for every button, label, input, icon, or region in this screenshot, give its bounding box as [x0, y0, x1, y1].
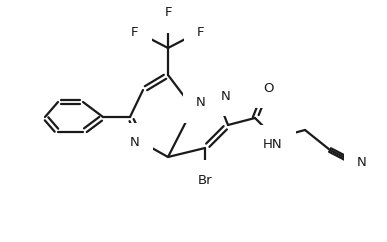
Text: F: F — [131, 25, 139, 38]
Text: F: F — [164, 7, 172, 20]
Text: N: N — [357, 157, 367, 169]
Text: N: N — [196, 97, 206, 109]
Text: O: O — [264, 82, 274, 94]
Text: F: F — [197, 25, 205, 38]
Text: Br: Br — [198, 174, 212, 187]
Text: HN: HN — [263, 138, 283, 151]
Text: N: N — [130, 136, 140, 150]
Text: N: N — [221, 90, 231, 103]
